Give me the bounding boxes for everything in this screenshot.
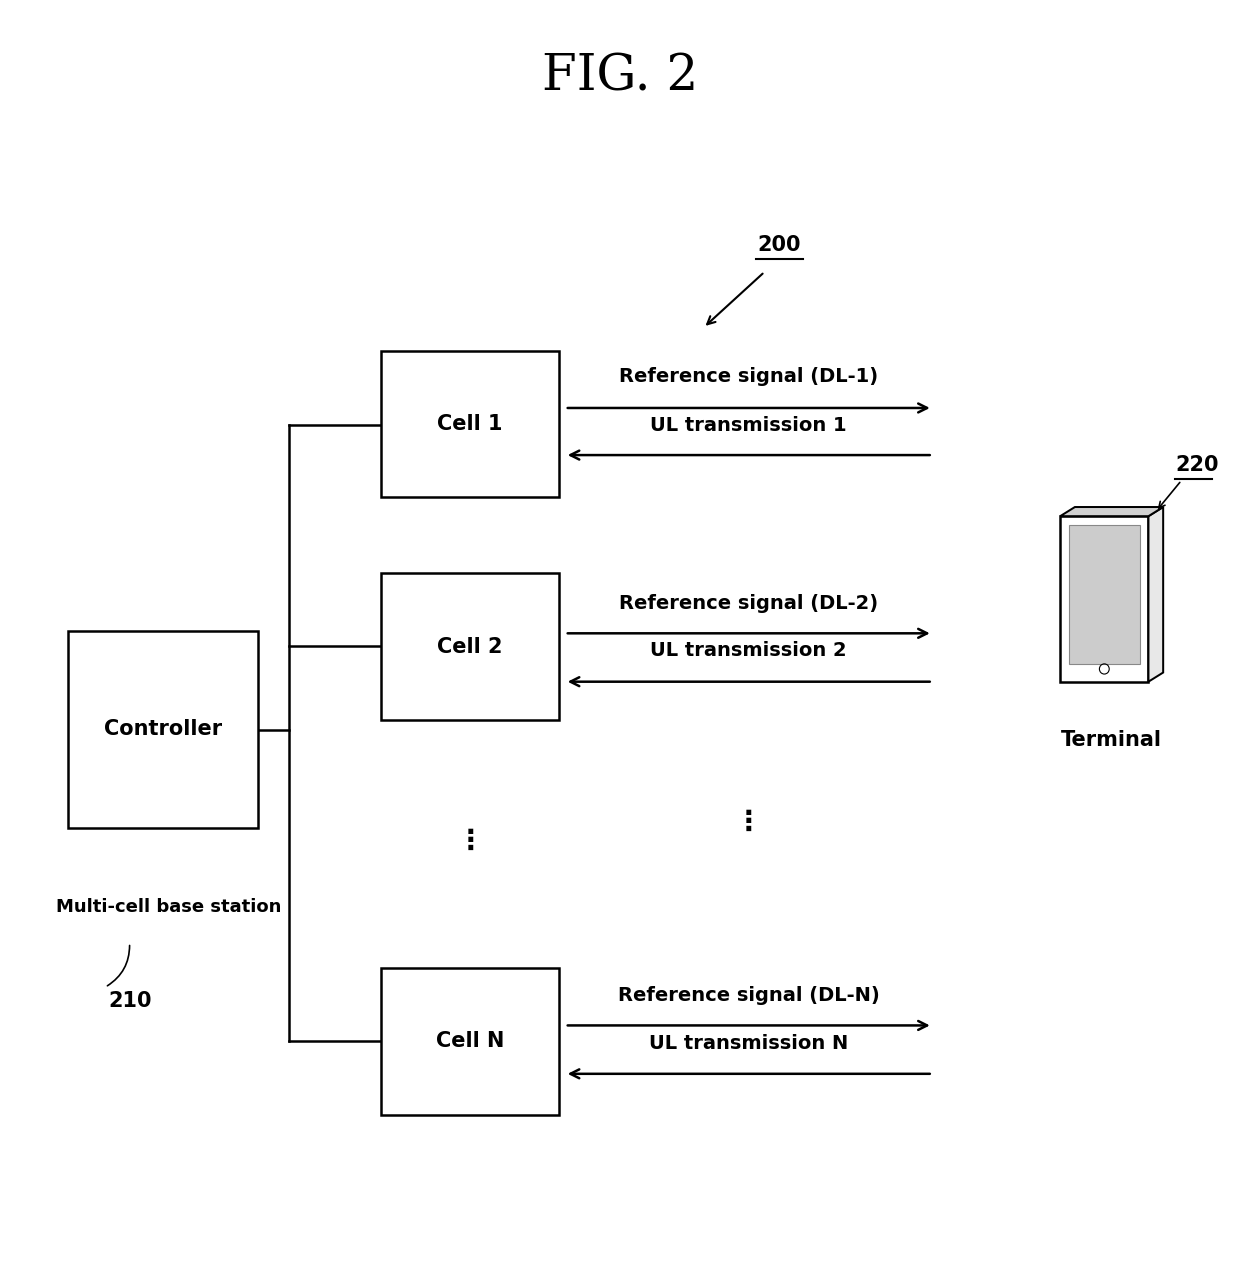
Polygon shape xyxy=(1060,507,1163,516)
Text: Cell 2: Cell 2 xyxy=(436,637,502,656)
Text: Reference signal (DL-1): Reference signal (DL-1) xyxy=(619,367,878,386)
FancyBboxPatch shape xyxy=(68,631,258,828)
Text: 210: 210 xyxy=(109,991,153,1012)
Text: UL transmission 1: UL transmission 1 xyxy=(651,416,847,435)
Text: Controller: Controller xyxy=(104,719,222,740)
Text: Reference signal (DL-N): Reference signal (DL-N) xyxy=(618,986,879,1005)
Text: UL transmission 2: UL transmission 2 xyxy=(651,641,847,660)
Text: ⋮: ⋮ xyxy=(456,826,485,855)
FancyBboxPatch shape xyxy=(381,574,559,719)
Text: 220: 220 xyxy=(1176,456,1219,475)
FancyBboxPatch shape xyxy=(1069,525,1140,664)
Text: FIG. 2: FIG. 2 xyxy=(542,53,698,102)
Text: Reference signal (DL-2): Reference signal (DL-2) xyxy=(619,593,878,613)
Text: 200: 200 xyxy=(758,236,801,255)
FancyBboxPatch shape xyxy=(381,968,559,1115)
Text: UL transmission N: UL transmission N xyxy=(649,1035,848,1054)
Polygon shape xyxy=(1148,507,1163,682)
Text: Cell 1: Cell 1 xyxy=(436,414,502,434)
Text: Cell N: Cell N xyxy=(435,1031,503,1051)
Text: Terminal: Terminal xyxy=(1061,730,1162,750)
Text: ⋮: ⋮ xyxy=(735,808,763,835)
FancyBboxPatch shape xyxy=(381,350,559,497)
Text: Multi-cell base station: Multi-cell base station xyxy=(56,898,281,916)
Polygon shape xyxy=(1060,516,1148,682)
